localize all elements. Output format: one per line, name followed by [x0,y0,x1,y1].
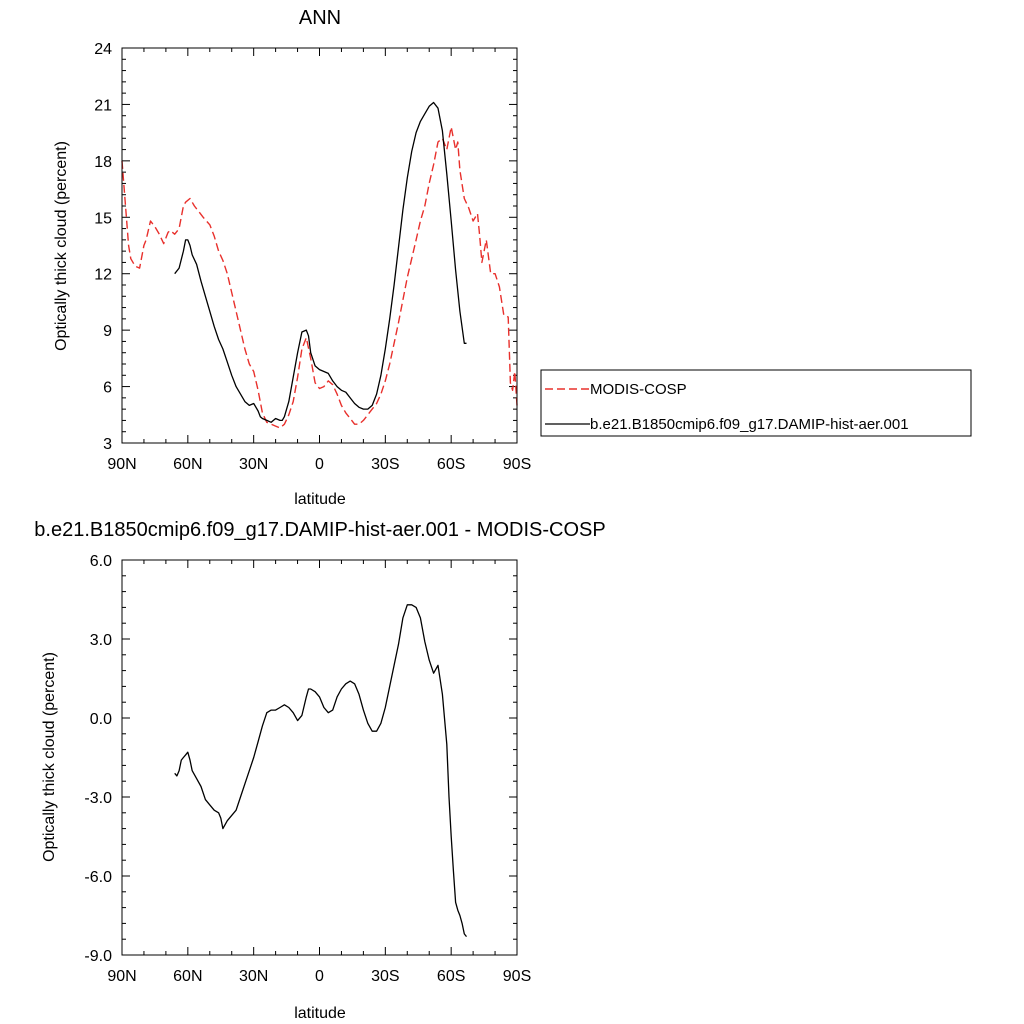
bottom-x-axis-label: latitude [294,1005,346,1022]
bottom-series-model-line [174,604,468,938]
bottom-plot-frame [121,559,518,956]
top-x-axis-label: latitude [294,491,346,508]
bottom-x-tick-label: 90S [503,968,531,985]
top-x-tick-label: 30N [239,456,268,473]
top-y-tick-label: 12 [94,267,112,284]
top-y-tick-label: 21 [94,97,112,114]
top-series-model-line [174,101,467,423]
top-chart-title: ANN [299,7,341,29]
legend-box [540,369,972,437]
bottom-panel: b.e21.B1850cmip6.f09_g17.DAMIP-hist-aer.… [34,519,605,1022]
top-x-tick-label: 60S [437,456,465,473]
legend-entry-modis: MODIS-COSP [590,381,687,398]
bottom-x-tick-label: 30N [239,968,268,985]
bottom-y-tick-label: -9.0 [84,948,112,965]
bottom-axes: 90N 60N 30N 0 30S 60S 90S -9.0 -6.0 -3.0 0.0 3.0 6.0 [84,553,531,985]
bottom-y-axis-label: Optically thick cloud (percent) [41,652,58,862]
top-y-tick-label: 3 [103,436,112,453]
top-x-tick-label: 0 [315,456,324,473]
bottom-x-tick-label: 60N [173,968,202,985]
bottom-y-tick-label: 0.0 [90,711,112,728]
top-y-tick-label: 6 [103,380,112,397]
bottom-x-tick-label: 30S [371,968,399,985]
bottom-y-tick-label: -3.0 [84,790,112,807]
top-y-tick-label: 9 [103,323,112,340]
legend: MODIS-COSP b.e21.B1850cmip6.f09_g17.DAMI… [540,369,972,437]
top-y-tick-label: 18 [94,154,112,171]
bottom-y-tick-label: 3.0 [90,632,112,649]
bottom-series [174,604,468,938]
top-x-tick-label: 60N [173,456,202,473]
top-plot-frame [121,47,518,444]
bottom-y-tick-label: 6.0 [90,553,112,570]
bottom-chart-title: b.e21.B1850cmip6.f09_g17.DAMIP-hist-aer.… [34,519,605,541]
top-y-axis-label: Optically thick cloud (percent) [53,141,70,351]
bottom-x-tick-label: 60S [437,968,465,985]
top-y-tick-label: 15 [94,210,112,227]
top-axes: 90N 60N 30N 0 30S 60S 90S 3 6 9 12 15 18 21 24 [94,41,531,473]
top-panel: ANN 90N 60N 30N 0 30S 60S 90S 3 6 9 12 15 18 21 24 lat… [53,7,531,508]
top-y-tick-label: 24 [94,41,112,58]
bottom-y-tick-label: -6.0 [84,869,112,886]
bottom-x-tick-label: 90N [107,968,136,985]
top-x-tick-label: 30S [371,456,399,473]
top-x-tick-label: 90S [503,456,531,473]
top-x-tick-label: 90N [107,456,136,473]
bottom-x-tick-label: 0 [315,968,324,985]
top-series [121,101,518,429]
legend-entry-model: b.e21.B1850cmip6.f09_g17.DAMIP-hist-aer.… [590,416,909,433]
top-series-modis-cosp-line [121,126,518,429]
